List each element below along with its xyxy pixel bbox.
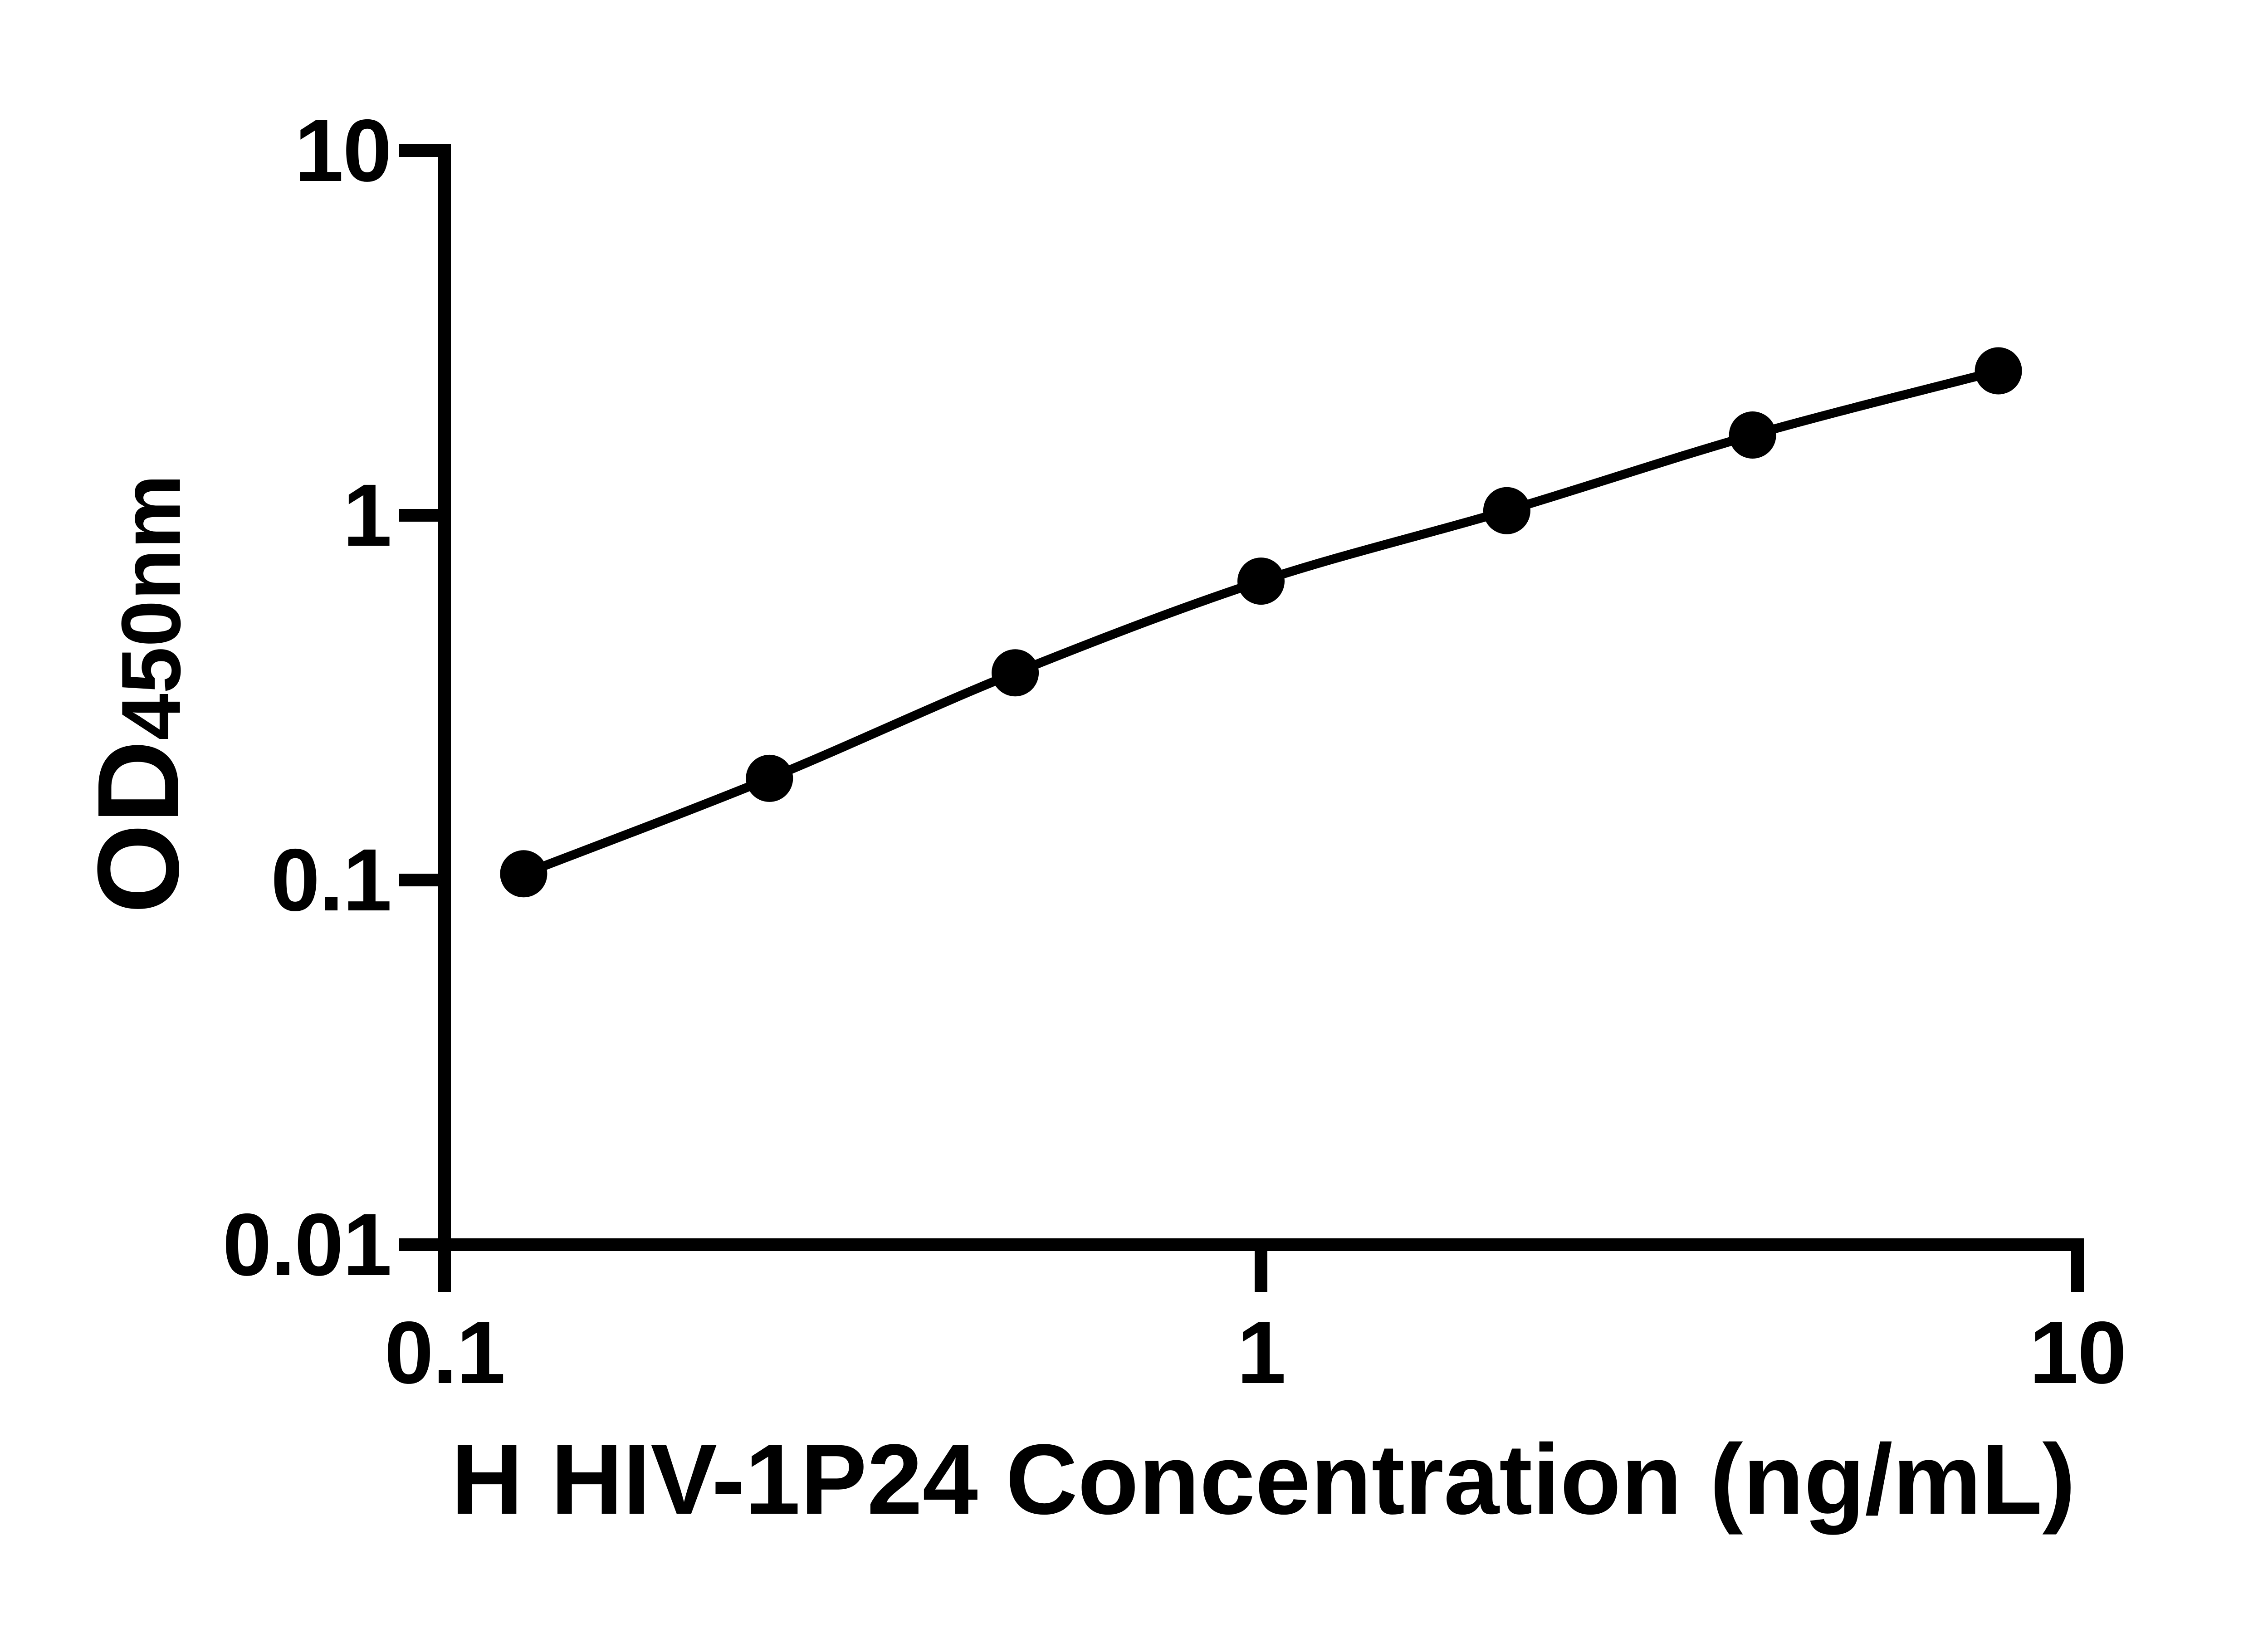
data-point bbox=[992, 649, 1039, 697]
y-axis-title-base: OD bbox=[73, 740, 203, 914]
data-point bbox=[1729, 411, 1776, 459]
fitted-curve bbox=[522, 366, 2000, 878]
x-tick-label-10: 10 bbox=[2029, 1303, 2127, 1402]
y-axis-title: OD450nm bbox=[72, 474, 205, 914]
data-point bbox=[1975, 347, 2022, 395]
data-point bbox=[1237, 557, 1285, 605]
x-axis-title: H HIV-1P24 Concentration (ng/mL) bbox=[451, 1423, 2076, 1535]
y-axis-title-subscript: 450nm bbox=[104, 474, 198, 740]
y-tick-label-0.01: 0.01 bbox=[222, 1195, 392, 1294]
y-tick-label-10: 10 bbox=[294, 101, 392, 200]
data-point bbox=[500, 850, 547, 898]
data-point bbox=[746, 754, 793, 802]
y-tick-label-1: 1 bbox=[342, 466, 392, 565]
x-tick-label-1: 1 bbox=[1237, 1303, 1286, 1402]
x-tick-label-0.1: 0.1 bbox=[384, 1303, 505, 1402]
y-tick-label-0.1: 0.1 bbox=[270, 831, 392, 929]
y-axis-ticks bbox=[399, 144, 445, 1251]
data-points bbox=[500, 347, 2022, 898]
data-point bbox=[1483, 487, 1530, 534]
x-axis-ticks bbox=[438, 1245, 2084, 1292]
